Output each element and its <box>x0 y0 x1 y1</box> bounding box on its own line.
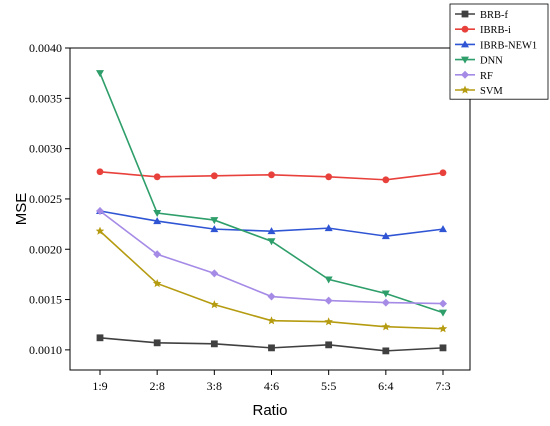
legend-label: SVM <box>480 86 503 97</box>
data-point-ibrb-i <box>439 169 447 177</box>
legend-label: DNN <box>480 56 503 67</box>
data-point-brb-f <box>382 347 390 355</box>
plot-border <box>69 47 471 371</box>
legend-item-ibrb-i: IBRB-i <box>455 25 511 36</box>
data-point-ibrb-i <box>325 173 333 181</box>
data-point-rf <box>267 292 276 301</box>
y-tick-label: 0.0015 <box>29 293 62 307</box>
data-point-rf <box>324 296 333 305</box>
data-point-dnn <box>381 290 390 298</box>
series-ibrb-i <box>96 168 447 184</box>
series-line-svm <box>99 230 444 330</box>
x-tick-label: 3:8 <box>207 379 222 393</box>
x-axis-ticks: 1:9 2:8 3:8 4:6 5:5 6:4 7:3 <box>92 370 451 393</box>
data-point-svm <box>381 322 391 331</box>
legend-label: IBRB-NEW1 <box>480 40 537 51</box>
legend-marker <box>461 70 469 79</box>
legend-label: RF <box>480 71 493 82</box>
data-point-rf <box>210 269 219 278</box>
data-point-brb-f <box>268 344 275 352</box>
legend-marker <box>461 40 469 48</box>
legend-marker <box>461 56 469 64</box>
data-point-dnn <box>153 210 162 218</box>
y-tick-label: 0.0035 <box>29 91 62 105</box>
legend-item-ibrb-new1: IBRB-NEW1 <box>455 40 537 51</box>
y-tick-label: 0.0040 <box>29 41 62 55</box>
data-point-ibrb-i <box>268 171 275 179</box>
data-point-ibrb-i <box>210 172 218 180</box>
x-tick-label: 7:3 <box>435 379 450 393</box>
data-point-brb-f <box>325 341 333 349</box>
series-layer <box>95 70 448 355</box>
legend-label: BRB-f <box>480 10 509 21</box>
series-dnn <box>96 70 447 317</box>
x-tick-label: 4:6 <box>264 379 279 393</box>
data-point-brb-f <box>210 340 218 348</box>
data-point-dnn <box>324 276 333 284</box>
series-line-rf <box>99 210 444 305</box>
data-point-dnn <box>96 70 104 78</box>
data-point-ibrb-i <box>96 168 104 176</box>
data-point-ibrb-new1 <box>324 224 333 232</box>
legend-marker <box>461 10 469 18</box>
series-rf <box>96 207 447 308</box>
legend-label: IBRB-i <box>480 25 511 36</box>
plot-frame <box>69 47 471 371</box>
data-point-ibrb-i <box>153 173 161 181</box>
data-point-svm <box>95 226 105 235</box>
data-point-brb-f <box>439 344 447 352</box>
legend-item-brb-f: BRB-f <box>455 10 509 21</box>
data-point-svm <box>438 324 448 333</box>
legend-marker <box>460 85 470 94</box>
legend-item-dnn: DNN <box>455 56 503 67</box>
data-point-rf <box>153 250 162 259</box>
legend-item-rf: RF <box>455 70 493 82</box>
x-tick-label: 1:9 <box>92 379 107 393</box>
data-point-dnn <box>267 238 276 246</box>
legend-box <box>449 3 549 100</box>
x-tick-label: 5:5 <box>321 379 336 393</box>
data-point-svm <box>152 278 162 288</box>
legend: BRB-f IBRB-i IBRB-NEW1 DNN RF SVM <box>449 3 549 100</box>
y-axis-ticks: 0.0010 0.0015 0.0020 0.0025 0.0030 0.0035 0.00… <box>29 41 70 357</box>
data-point-ibrb-new1 <box>381 232 390 240</box>
x-tick-label: 6:4 <box>378 379 393 393</box>
data-point-rf <box>96 207 104 216</box>
y-tick-label: 0.0030 <box>29 142 62 156</box>
legend-marker <box>461 25 469 33</box>
data-point-brb-f <box>96 334 104 342</box>
y-axis-title: MSE <box>13 193 30 226</box>
series-line-dnn <box>99 72 444 314</box>
x-axis-title: Ratio <box>252 402 287 419</box>
data-point-rf <box>439 299 447 308</box>
series-ibrb-new1 <box>96 207 447 240</box>
data-point-ibrb-new1 <box>439 225 447 233</box>
data-point-svm <box>267 316 276 325</box>
y-tick-label: 0.0020 <box>29 242 62 256</box>
data-point-ibrb-new1 <box>210 225 219 233</box>
data-point-svm <box>324 317 333 326</box>
data-point-svm <box>210 300 219 309</box>
legend-item-svm: SVM <box>455 85 503 97</box>
series-svm <box>95 226 448 333</box>
y-tick-label: 0.0010 <box>29 343 62 357</box>
data-point-ibrb-new1 <box>153 217 162 225</box>
data-point-rf <box>381 298 390 307</box>
data-point-ibrb-i <box>382 176 390 184</box>
data-point-dnn <box>210 217 219 225</box>
x-tick-label: 2:8 <box>149 379 164 393</box>
y-tick-label: 0.0025 <box>29 192 62 206</box>
data-point-brb-f <box>153 339 161 347</box>
series-brb-f <box>96 334 447 355</box>
data-point-dnn <box>439 309 447 317</box>
data-point-ibrb-new1 <box>267 227 276 235</box>
